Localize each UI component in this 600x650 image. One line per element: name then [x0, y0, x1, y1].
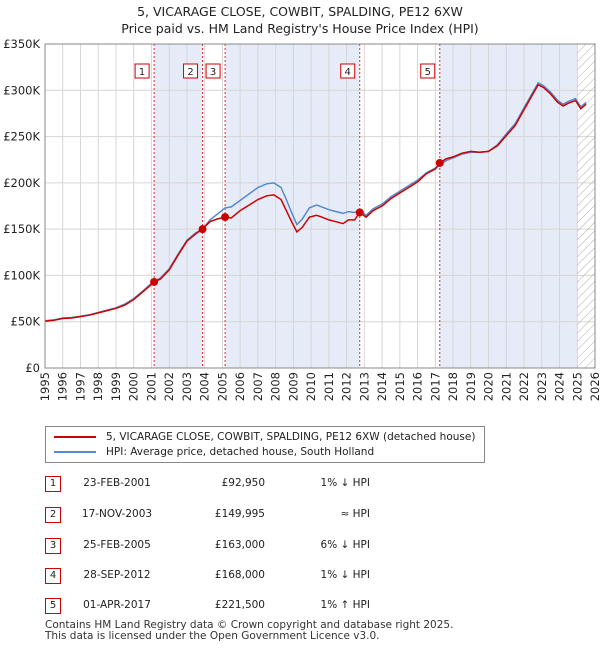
- sale-point: [150, 277, 159, 286]
- sale-label-box: [340, 63, 356, 79]
- y-tick-label: £200K: [3, 176, 40, 190]
- x-tick-label: 2007: [251, 372, 265, 401]
- x-tick-label: 2008: [269, 372, 283, 401]
- sale-badge: 1: [45, 476, 61, 492]
- sale-badge: 3: [45, 538, 61, 554]
- x-tick-label: 2019: [464, 372, 478, 401]
- sale-label-box: [134, 63, 150, 79]
- y-tick-label: £300K: [3, 83, 40, 97]
- sale-price: £221,500: [214, 599, 265, 611]
- x-tick-label: 2016: [411, 372, 425, 401]
- ownership-band: [154, 44, 203, 368]
- forecast-hatch: [577, 44, 595, 368]
- sale-label-box: [420, 63, 436, 79]
- table-row: 1 23-FEB-2001 £92,950 1% ↓ HPI: [45, 476, 465, 492]
- sale-badge: 4: [45, 568, 61, 584]
- legend-label-property: 5, VICARAGE CLOSE, COWBIT, SPALDING, PE1…: [106, 431, 476, 443]
- x-tick-label: 2010: [304, 372, 318, 401]
- x-tick-label: 2020: [482, 372, 496, 401]
- sale-point: [435, 158, 444, 167]
- sale-date: 28-SEP-2012: [83, 569, 151, 581]
- sale-label: 4: [345, 67, 351, 78]
- chart-subtitle: Price paid vs. HM Land Registry's House …: [121, 21, 479, 36]
- x-tick-label: 2002: [162, 372, 176, 401]
- x-tick-label: 2024: [553, 372, 567, 401]
- sale-date: 01-APR-2017: [83, 599, 151, 611]
- sale-hpi-relation: 1% ↓ HPI: [320, 477, 370, 489]
- x-tick-label: 2021: [499, 372, 513, 401]
- x-tick-label: 2001: [144, 372, 158, 401]
- legend: 5, VICARAGE CLOSE, COWBIT, SPALDING, PE1…: [45, 426, 485, 463]
- sale-label: 1: [139, 67, 145, 78]
- y-tick-label: £100K: [3, 268, 40, 282]
- y-tick-label: £0: [25, 361, 40, 375]
- sale-hpi-relation: ≈ HPI: [340, 508, 370, 520]
- x-tick-label: 2004: [198, 372, 212, 401]
- legend-item-hpi: HPI: Average price, detached house, Sout…: [54, 446, 374, 458]
- table-row: 3 25-FEB-2005 £163,000 6% ↓ HPI: [45, 538, 465, 554]
- sale-label: 5: [425, 67, 431, 78]
- ownership-band: [225, 44, 360, 368]
- sale-date: 23-FEB-2001: [83, 477, 151, 489]
- sale-label-box: [205, 63, 221, 79]
- x-tick-label: 2026: [588, 372, 600, 401]
- x-tick-label: 2023: [535, 372, 549, 401]
- price-chart: 1 2 3 4 5 £0 £50K £100K £150K £200K £250K £300K £350…: [3, 37, 600, 401]
- x-tick-label: 2025: [570, 372, 584, 401]
- legend-item-property: 5, VICARAGE CLOSE, COWBIT, SPALDING, PE1…: [54, 431, 475, 443]
- sale-price: £168,000: [214, 569, 265, 581]
- table-row: 4 28-SEP-2012 £168,000 1% ↓ HPI: [45, 568, 465, 584]
- sale-badge: 2: [45, 507, 61, 523]
- sale-hpi-relation: 1% ↓ HPI: [320, 569, 370, 581]
- sale-badge: 5: [45, 598, 61, 614]
- legend-label-hpi: HPI: Average price, detached house, Sout…: [106, 446, 375, 458]
- table-row: 5 01-APR-2017 £221,500 1% ↑ HPI: [45, 598, 465, 614]
- sale-date: 25-FEB-2005: [83, 539, 151, 551]
- y-tick-label: £150K: [3, 222, 40, 236]
- x-tick-label: 2011: [322, 372, 336, 401]
- sale-label: 2: [187, 67, 193, 78]
- footer-copyright: Contains HM Land Registry data © Crown c…: [45, 619, 454, 631]
- x-tick-label: 2022: [517, 372, 531, 401]
- x-tick-label: 1997: [73, 372, 87, 401]
- sale-point: [198, 225, 207, 234]
- plot-border: [44, 43, 596, 369]
- table-row: 2 17-NOV-2003 £149,995 ≈ HPI: [45, 507, 465, 523]
- x-tick-label: 1995: [38, 372, 52, 401]
- x-tick-label: 2015: [393, 372, 407, 401]
- x-tick-label: 2014: [375, 372, 389, 401]
- sale-label-box: [183, 63, 199, 79]
- sale-price: £149,995: [214, 508, 265, 520]
- x-tick-label: 2005: [215, 372, 229, 401]
- sale-point: [355, 208, 364, 217]
- x-tick-label: 2012: [340, 372, 354, 401]
- y-tick-label: £350K: [3, 37, 40, 51]
- x-tick-label: 2013: [357, 372, 371, 401]
- chart-title: 5, VICARAGE CLOSE, COWBIT, SPALDING, PE1…: [137, 4, 463, 19]
- sale-hpi-relation: 6% ↓ HPI: [320, 539, 370, 551]
- x-tick-label: 2009: [286, 372, 300, 401]
- x-tick-label: 2018: [446, 372, 460, 401]
- footer-licence: This data is licensed under the Open Gov…: [45, 630, 380, 642]
- sale-date: 17-NOV-2003: [81, 508, 153, 520]
- sale-label: 3: [210, 67, 216, 78]
- x-tick-label: 1998: [91, 372, 105, 401]
- sale-hpi-relation: 1% ↑ HPI: [320, 599, 370, 611]
- x-tick-label: 2006: [233, 372, 247, 401]
- sale-price: £92,950: [221, 477, 265, 489]
- x-tick-label: 2017: [428, 372, 442, 401]
- ownership-band: [439, 44, 578, 368]
- y-tick-label: £50K: [11, 315, 41, 329]
- x-tick-label: 2000: [127, 372, 141, 401]
- x-tick-label: 2003: [180, 372, 194, 401]
- y-tick-label: £250K: [3, 130, 40, 144]
- legend-swatch-property: [54, 436, 96, 438]
- sale-price: £163,000: [214, 539, 265, 551]
- legend-swatch-hpi: [54, 451, 96, 453]
- sale-point: [221, 213, 230, 222]
- footer: Contains HM Land Registry data © Crown c…: [45, 620, 453, 642]
- x-tick-label: 1999: [109, 372, 123, 401]
- x-tick-label: 1996: [56, 372, 70, 401]
